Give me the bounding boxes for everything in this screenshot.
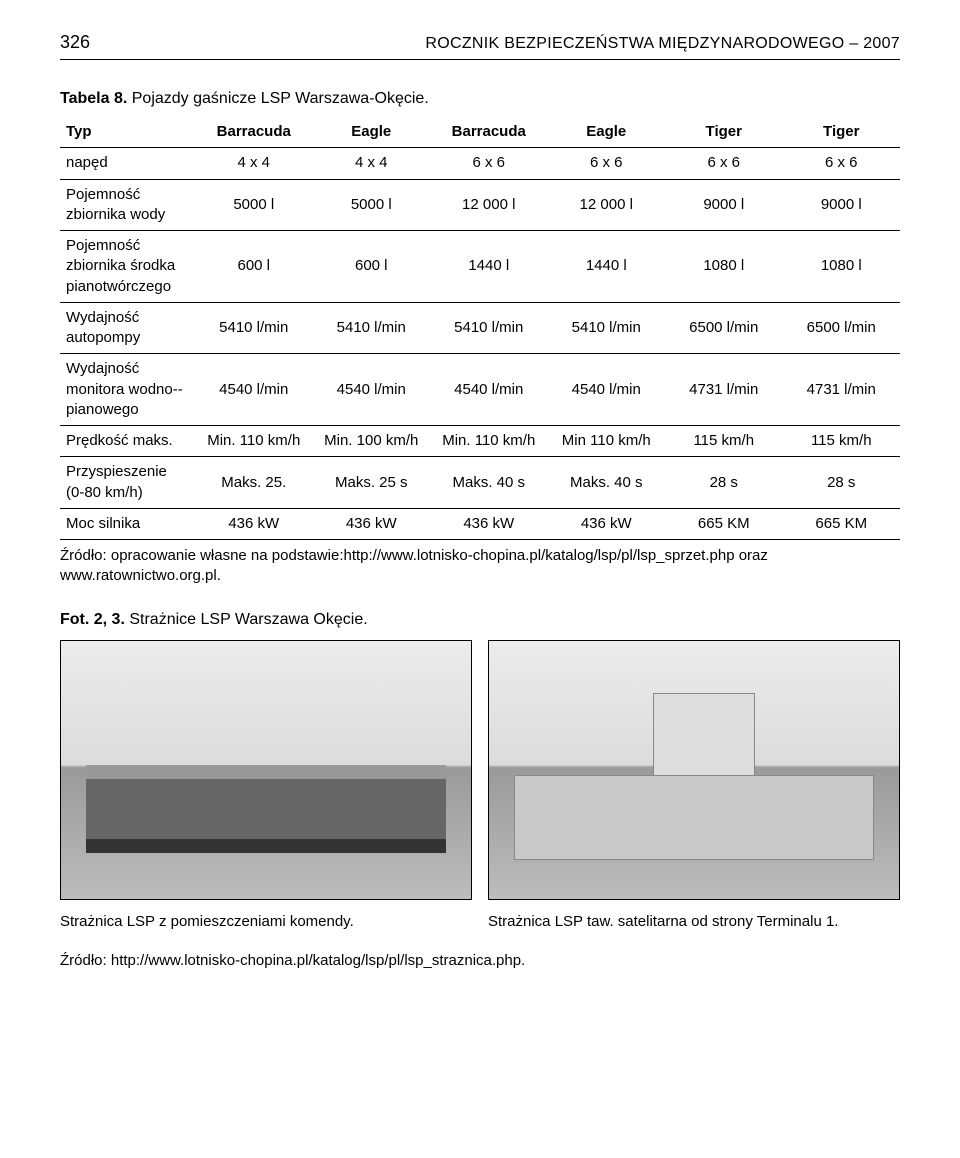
cell: 1080 l (783, 231, 901, 303)
cell: 665 KM (665, 508, 783, 539)
cell: 6 x 6 (783, 148, 901, 179)
cell: 665 KM (783, 508, 901, 539)
cell: 115 km/h (665, 426, 783, 457)
cell: 12 000 l (548, 179, 666, 231)
cell: 4731 l/min (783, 354, 901, 426)
row-label: Wydajność monitora wodno--pianowego (60, 354, 195, 426)
cell: 1080 l (665, 231, 783, 303)
row-label: Pojemność zbiornika środka pianotwórczeg… (60, 231, 195, 303)
cell: 4540 l/min (195, 354, 313, 426)
cell: 600 l (195, 231, 313, 303)
cell: Min. 100 km/h (313, 426, 431, 457)
photo-left (60, 640, 472, 900)
cell: 6500 l/min (665, 302, 783, 354)
cell: 6500 l/min (783, 302, 901, 354)
table-row: Pojemność zbiornika wody5000 l5000 l12 0… (60, 179, 900, 231)
cell: 4540 l/min (313, 354, 431, 426)
cell: 4 x 4 (195, 148, 313, 179)
cell: Maks. 25. (195, 457, 313, 509)
row-label: Prędkość maks. (60, 426, 195, 457)
cell: 28 s (783, 457, 901, 509)
cell: 4540 l/min (430, 354, 548, 426)
th-col: Tiger (665, 117, 783, 148)
cell: 436 kW (313, 508, 431, 539)
row-label: Pojemność zbiornika wody (60, 179, 195, 231)
cell: Min 110 km/h (548, 426, 666, 457)
cell: 4 x 4 (313, 148, 431, 179)
th-col: Tiger (783, 117, 901, 148)
cell: Min. 110 km/h (195, 426, 313, 457)
photo-caption-right: Strażnica LSP taw. satelitarna od strony… (488, 912, 900, 932)
photos-row (60, 640, 900, 900)
cell: 6 x 6 (548, 148, 666, 179)
cell: 600 l (313, 231, 431, 303)
cell: 12 000 l (430, 179, 548, 231)
table-caption-text: Pojazdy gaśnicze LSP Warszawa-Okęcie. (132, 90, 429, 107)
row-label: Wydajność autopompy (60, 302, 195, 354)
table-row: Prędkość maks.Min. 110 km/hMin. 100 km/h… (60, 426, 900, 457)
cell: 5410 l/min (313, 302, 431, 354)
cell: 5000 l (195, 179, 313, 231)
table-head-row: Typ Barracuda Eagle Barracuda Eagle Tige… (60, 117, 900, 148)
cell: 5000 l (313, 179, 431, 231)
table-row: Wydajność monitora wodno--pianowego4540 … (60, 354, 900, 426)
cell: 5410 l/min (430, 302, 548, 354)
th-col: Barracuda (195, 117, 313, 148)
cell: 9000 l (665, 179, 783, 231)
cell: Min. 110 km/h (430, 426, 548, 457)
cell: 4540 l/min (548, 354, 666, 426)
photo-subcaptions: Strażnica LSP z pomieszczeniami komendy.… (60, 912, 900, 932)
table-caption-label: Tabela 8. (60, 90, 127, 107)
table-row: Przyspieszenie (0-80 km/h)Maks. 25.Maks.… (60, 457, 900, 509)
table-row: Pojemność zbiornika środka pianotwórczeg… (60, 231, 900, 303)
cell: 5410 l/min (548, 302, 666, 354)
table-row: napęd4 x 44 x 46 x 66 x 66 x 66 x 6 (60, 148, 900, 179)
table-row: Moc silnika436 kW436 kW436 kW436 kW665 K… (60, 508, 900, 539)
cell: 436 kW (195, 508, 313, 539)
photos-caption-text: Strażnice LSP Warszawa Okęcie. (129, 611, 367, 628)
cell: 4731 l/min (665, 354, 783, 426)
table-row: Wydajność autopompy5410 l/min5410 l/min5… (60, 302, 900, 354)
cell: 1440 l (430, 231, 548, 303)
cell: Maks. 40 s (430, 457, 548, 509)
th-col: Eagle (313, 117, 431, 148)
cell: 9000 l (783, 179, 901, 231)
cell: 436 kW (430, 508, 548, 539)
cell: 5410 l/min (195, 302, 313, 354)
vehicles-table: Typ Barracuda Eagle Barracuda Eagle Tige… (60, 117, 900, 540)
row-label: napęd (60, 148, 195, 179)
cell: 6 x 6 (665, 148, 783, 179)
cell: 28 s (665, 457, 783, 509)
cell: 115 km/h (783, 426, 901, 457)
photos-caption-label: Fot. 2, 3. (60, 611, 125, 628)
row-label: Moc silnika (60, 508, 195, 539)
cell: Maks. 25 s (313, 457, 431, 509)
row-label: Przyspieszenie (0-80 km/h) (60, 457, 195, 509)
th-col: Barracuda (430, 117, 548, 148)
photo-caption-left: Strażnica LSP z pomieszczeniami komendy. (60, 912, 472, 932)
cell: 6 x 6 (430, 148, 548, 179)
th-col: Eagle (548, 117, 666, 148)
photo-right (488, 640, 900, 900)
cell: Maks. 40 s (548, 457, 666, 509)
photos-source: Źródło: http://www.lotnisko-chopina.pl/k… (60, 951, 900, 971)
running-header: 326 ROCZNIK BEZPIECZEŃSTWA MIĘDZYNARODOW… (60, 30, 900, 60)
table-caption: Tabela 8. Pojazdy gaśnicze LSP Warszawa-… (60, 88, 900, 110)
cell: 1440 l (548, 231, 666, 303)
page-number: 326 (60, 30, 90, 54)
table-source: Źródło: opracowanie własne na podstawie:… (60, 546, 900, 587)
journal-title: ROCZNIK BEZPIECZEŃSTWA MIĘDZYNARODOWEGO … (425, 33, 900, 55)
photos-caption: Fot. 2, 3. Strażnice LSP Warszawa Okęcie… (60, 609, 900, 631)
th-typ: Typ (60, 117, 195, 148)
cell: 436 kW (548, 508, 666, 539)
